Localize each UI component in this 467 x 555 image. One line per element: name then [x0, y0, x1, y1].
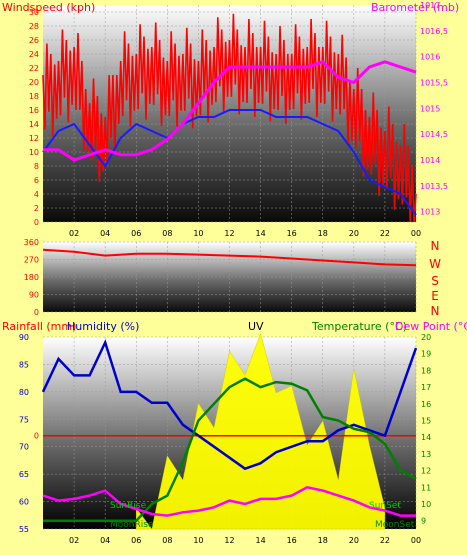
humidity-series-line — [41, 339, 418, 471]
humidity-tick-label: 90 — [19, 333, 29, 342]
barometer-series-line — [43, 60, 417, 162]
wind-x-tick-label: 00 — [411, 229, 421, 238]
climate-x-tick-label: 20 — [349, 536, 359, 545]
wind-direction-series-line — [42, 248, 417, 267]
humidity-tick-label: 55 — [19, 525, 29, 534]
windspeed-tick-label: 14 — [29, 120, 39, 129]
temperature-tick-label: 14 — [421, 433, 431, 442]
temperature-tick-label: 11 — [421, 483, 431, 492]
wind-x-tick-label: 04 — [100, 229, 110, 238]
wind-dir-letter-n-bottom: N — [431, 304, 440, 318]
humidity-tick-label: 60 — [19, 498, 29, 507]
direction-tick-label: 270 — [24, 256, 39, 265]
barometer-tick-label: 1013,5 — [420, 182, 448, 191]
wind-x-tick-label: 10 — [193, 229, 203, 238]
climate-x-tick-label: 08 — [162, 536, 172, 545]
climate-x-tick-label: 18 — [318, 536, 328, 545]
wind-x-tick-label: 20 — [349, 229, 359, 238]
rainfall-tick-label: 0 — [34, 432, 39, 441]
windspeed-tick-label: 20 — [29, 78, 39, 87]
windspeed-series-line — [42, 13, 417, 223]
direction-tick-label: 0 — [34, 308, 39, 317]
windspeed-tick-label: 10 — [29, 148, 39, 157]
barometer-tick-label: 1014,5 — [420, 130, 448, 139]
temperature-tick-label: 20 — [421, 333, 431, 342]
temperature-tick-label: 9 — [421, 517, 426, 526]
rainfall-axis-label: Rainfall (mm) — [2, 320, 76, 333]
barometer-tick-label: 1015,5 — [420, 79, 448, 88]
temperature-tick-label: 12 — [421, 467, 431, 476]
windspeed-tick-label: 18 — [29, 92, 39, 101]
windspeed-tick-label: 24 — [29, 50, 39, 59]
wind-x-tick-label: 22 — [380, 229, 390, 238]
wind-dir-letter-e: E — [431, 289, 439, 303]
barometer-tick-label: 1016,5 — [420, 27, 448, 36]
sunset-label: SunSet — [369, 501, 401, 511]
wind-dir-letter-w: W — [429, 257, 441, 271]
moonrise-label: MoonRise — [110, 520, 154, 530]
climate-x-tick-label: 14 — [255, 536, 265, 545]
climate-x-tick-label: 22 — [380, 536, 390, 545]
uv-axis-label: UV — [248, 320, 264, 333]
windspeed-tick-label: 22 — [29, 64, 39, 73]
wind-dir-letter-n-top: N — [431, 239, 440, 253]
temperature-axis-label: Temperature (°C) — [311, 320, 407, 333]
sunrise-label: SunRise — [110, 501, 147, 511]
barometer-tick-label: 1013 — [420, 208, 440, 217]
temperature-tick-label: 17 — [421, 383, 431, 392]
humidity-tick-label: 85 — [19, 360, 29, 369]
wind-x-tick-label: 02 — [69, 229, 79, 238]
wind-average-series-line — [42, 109, 417, 216]
direction-panel — [43, 242, 416, 312]
dewpoint-series-line — [42, 485, 416, 517]
windspeed-tick-label: 2 — [34, 204, 39, 213]
temperature-tick-label: 10 — [421, 500, 431, 509]
climate-x-tick-label: 10 — [193, 536, 203, 545]
windspeed-tick-label: 12 — [29, 134, 39, 143]
wind-dir-letter-s: S — [431, 274, 439, 288]
humidity-tick-label: 70 — [19, 443, 29, 452]
barometer-tick-label: 1015 — [420, 104, 440, 113]
climate-x-tick-label: 02 — [69, 536, 79, 545]
humidity-tick-label: 80 — [19, 388, 29, 397]
barometer-tick-label: 1016 — [420, 53, 440, 62]
barometer-axis-label: Barometer (mb) — [371, 1, 459, 14]
climate-x-tick-label: 16 — [287, 536, 297, 545]
windspeed-tick-label: 6 — [34, 176, 39, 185]
windspeed-tick-label: 30 — [29, 8, 39, 17]
wind-x-tick-label: 16 — [287, 229, 297, 238]
direction-tick-label: 180 — [24, 273, 39, 282]
wind-x-tick-label: 06 — [131, 229, 141, 238]
humidity-tick-label: 65 — [19, 470, 29, 479]
temperature-tick-label: 18 — [421, 366, 431, 375]
temperature-tick-label: 15 — [421, 416, 431, 425]
humidity-axis-label: Humidity (%) — [67, 320, 139, 333]
climate-x-tick-label: 00 — [411, 536, 421, 545]
temperature-tick-label: 19 — [421, 350, 431, 359]
windspeed-tick-label: 0 — [34, 218, 39, 227]
climate-x-tick-label: 04 — [100, 536, 110, 545]
wind-x-tick-label: 08 — [162, 229, 172, 238]
direction-tick-label: 360 — [24, 238, 39, 247]
wind-x-tick-label: 18 — [318, 229, 328, 238]
windspeed-tick-label: 28 — [29, 22, 39, 31]
climate-x-tick-label: 12 — [224, 536, 234, 545]
barometer-tick-label: 1014 — [420, 156, 440, 165]
windspeed-axis-label: Windspeed (kph) — [2, 1, 95, 14]
windspeed-tick-label: 26 — [29, 36, 39, 45]
direction-tick-label: 90 — [29, 291, 39, 300]
windspeed-tick-label: 8 — [34, 162, 39, 171]
windspeed-tick-label: 4 — [34, 190, 39, 199]
humidity-tick-label: 75 — [19, 415, 29, 424]
barometer-tick-label: 1017 — [420, 1, 440, 10]
temperature-tick-label: 13 — [421, 450, 431, 459]
moonset-label: MoonSet — [375, 520, 415, 530]
dewpoint-axis-label: Dew Point (°C) — [395, 320, 467, 333]
wind-x-tick-label: 14 — [255, 229, 265, 238]
wind-x-tick-label: 12 — [224, 229, 234, 238]
climate-x-tick-label: 06 — [131, 536, 141, 545]
windspeed-tick-label: 16 — [29, 106, 39, 115]
temperature-tick-label: 16 — [421, 400, 431, 409]
